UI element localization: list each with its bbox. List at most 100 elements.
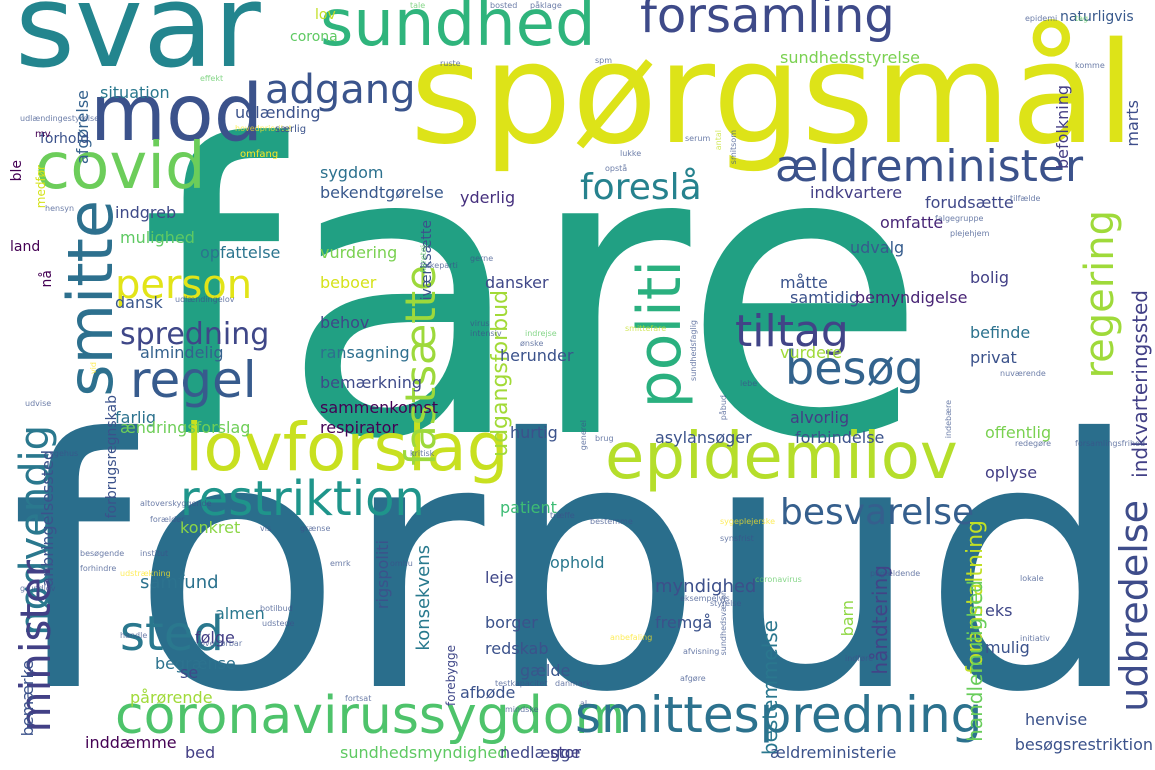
word-situation: situation	[100, 83, 170, 102]
word-vid: vid	[89, 362, 98, 375]
word-bosted: bosted	[490, 1, 518, 10]
word-tale: tale	[410, 1, 426, 10]
word-paaroerende: pårørende	[130, 688, 213, 707]
word-traeffe: træffe	[550, 511, 575, 520]
word-henvise: henvise	[1025, 710, 1088, 729]
word-samtidig: samtidig	[790, 288, 860, 307]
word-lukke: lukke	[620, 149, 642, 158]
word-epidemilov: epidemilov	[605, 420, 958, 494]
word-indkvartere: indkvartere	[810, 183, 903, 202]
word-naturligvis: naturligvis	[1060, 9, 1134, 25]
word-patient: patient	[500, 498, 557, 517]
word-sammenkomst: sammenkomst	[320, 398, 438, 417]
word-indrejse: indrejse	[525, 329, 557, 338]
word-paagaeldende: pågældende	[870, 569, 921, 578]
word-forudsaette: forudsætte	[925, 193, 1014, 212]
word-leje: leje	[485, 568, 514, 587]
word-afboede: afbøde	[460, 683, 516, 702]
word-foreslaa: foreslå	[580, 167, 702, 208]
word-folkeparti: folkeparti	[420, 261, 458, 270]
word-restriktion: restriktion	[180, 471, 425, 527]
word-bestemmelse: bestemmelse	[758, 620, 782, 756]
word-vurdere: vurdere	[780, 343, 842, 362]
word-udbredelse: udbredelse	[1112, 500, 1155, 712]
word-indkvarteringssted: indkvarteringssted	[1128, 290, 1152, 478]
word-handle: handle	[120, 631, 148, 640]
word-eks: eks	[985, 601, 1013, 620]
word-besvarelse: besvarelse	[780, 492, 975, 533]
word-altoverskyggende: altoverskyggende	[140, 499, 212, 508]
word-borger: borger	[485, 613, 538, 632]
word-marts: marts	[1123, 100, 1142, 147]
word-udvise: udvise	[25, 399, 52, 408]
word-spredning: spredning	[120, 317, 270, 352]
word-omhu: omhu	[390, 559, 413, 568]
word-omfang: omfang	[240, 149, 279, 160]
word-smittefare: smittefare	[625, 324, 667, 333]
word-indebaere: indebære	[944, 400, 953, 439]
word-udvalg: udvalg	[850, 238, 905, 257]
word-hovedprioritet: hovedprioritet	[235, 124, 292, 133]
word-anbefaling: anbefaling	[610, 633, 653, 642]
word-privat: privat	[970, 348, 1017, 367]
word-sundhedsfaglig: sundhedsfaglig	[689, 320, 698, 381]
word-forbrugsregnskab: forbrugsregnskab	[104, 395, 120, 519]
word-paabud: påbud	[719, 395, 728, 421]
word-samfund: samfund	[140, 572, 219, 593]
word-vurdering: vurdering	[320, 243, 398, 262]
word-sygdom: sygdom	[320, 163, 384, 182]
word-nedlaegge: nedlægge	[500, 743, 581, 762]
word-redskab: redskab	[485, 639, 549, 658]
word-besoegsrestriktion: besøgsrestriktion	[1014, 735, 1153, 754]
word-besoeg: besøg	[785, 341, 924, 395]
word-herunder: herunder	[500, 346, 574, 365]
word-kritisk: kritisk	[410, 449, 435, 458]
word-svar: svar	[15, 0, 261, 94]
word-forsamling: forsamling	[640, 0, 895, 44]
word-regel: regel	[130, 351, 257, 409]
word-forhindre: forhindre	[80, 564, 117, 573]
word-politi: politi	[625, 260, 695, 409]
word-opstaa: opstå	[605, 164, 628, 173]
word-tiltag: tiltag	[735, 306, 849, 357]
word-corona: corona	[290, 29, 338, 45]
word-adgang: adgang	[265, 67, 416, 113]
word-anbringelsessted: anbringelsessted	[38, 450, 57, 587]
word-gerne: gerne	[470, 254, 494, 263]
word-botilbud: botilbud	[260, 604, 293, 613]
word-lebe: lebe	[740, 379, 758, 388]
word-eksempelvis: eksempelvis	[680, 594, 730, 603]
word-myndighed: myndighed	[655, 576, 757, 597]
word-hurtig: hurtig	[510, 423, 558, 442]
word-oplyse: oplyse	[985, 463, 1038, 482]
word-virus: virus	[470, 319, 490, 328]
word-intensiv: intensiv	[470, 329, 502, 338]
word-se: se	[180, 663, 199, 682]
word-almindelig: almindelig	[140, 343, 224, 362]
word-land: land	[10, 239, 41, 255]
word-lokale: lokale	[1020, 574, 1044, 583]
word-mindske: mindske	[505, 705, 539, 714]
word-omfatte: omfatte	[880, 213, 944, 232]
word-farlig: farlig	[115, 408, 157, 427]
word-bestemme: bestemme	[590, 517, 633, 526]
word-saerlig: særlig	[275, 124, 307, 135]
word-gaelde: gælde	[520, 661, 571, 680]
word-nuvaerende: nuværende	[1000, 369, 1046, 378]
word-bed: bed	[185, 743, 216, 762]
word-spoergsmaal: spørgsmål	[410, 13, 1136, 176]
word-karetoej: karetøj	[419, 245, 428, 273]
word-udstede: udstede	[262, 619, 295, 628]
word-vis: vis	[260, 524, 272, 533]
word-sundhedsmyndighed: sundhedsmyndighed	[340, 743, 508, 762]
word-falgegruppe: falgegruppe	[935, 214, 984, 223]
word-afgoerelse: afgørelse	[73, 90, 92, 165]
word-bolig: bolig	[970, 268, 1009, 287]
word-lovforslag: lovforslag	[185, 409, 509, 486]
word-udlaendingelov: udlændingelov	[175, 295, 235, 304]
word-forhold: forhold	[40, 131, 90, 147]
word-tilfaelde: tilfælde	[1010, 194, 1041, 203]
word-forbindelse: forbindelse	[795, 428, 885, 447]
word-overfoerbar: overførbar	[200, 639, 243, 648]
